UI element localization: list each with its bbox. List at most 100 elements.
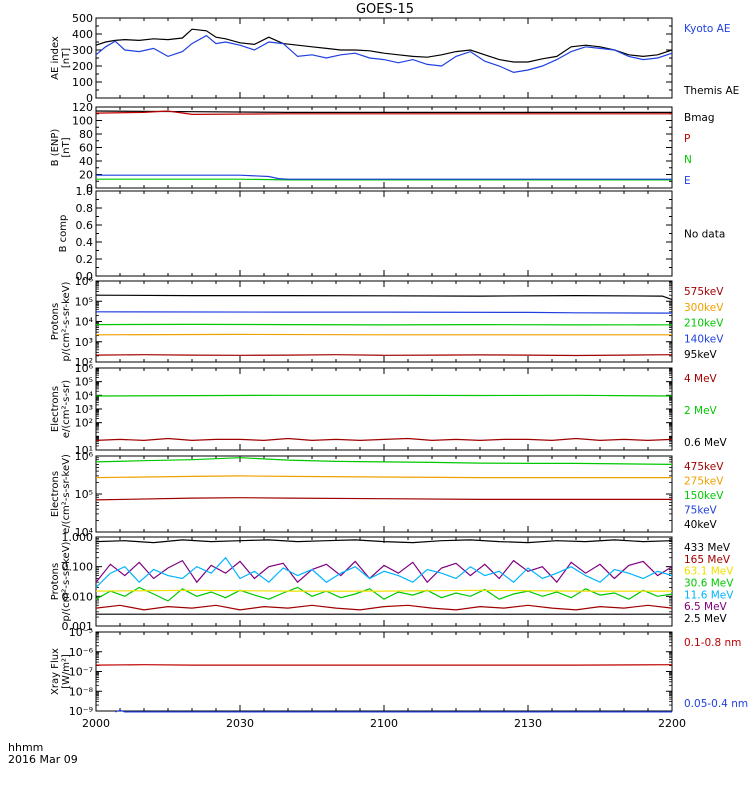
y-axis-label: e/(cm²-s-sr-keV) — [61, 454, 72, 534]
legend-item: 95keV — [684, 349, 718, 361]
y-tick-label: 0.8 — [76, 202, 94, 215]
y-tick-label: 10² — [75, 417, 93, 430]
y-tick-label: 10⁶ — [75, 362, 94, 375]
legend-item: 2 MeV — [684, 405, 718, 417]
y-tick-label: 0.100 — [62, 561, 94, 574]
panel-frame — [95, 455, 673, 533]
panel-xray: 10⁻⁹ 10⁻⁸ 10⁻⁷ 10⁻⁶ 10⁻⁵ Xray Flux [W/m²] 0.1-0… — [50, 626, 748, 718]
y-axis-label: Protons — [50, 303, 61, 340]
x-tick-label: 2000 — [82, 717, 110, 730]
series-63-1-mev — [95, 589, 672, 592]
y-tick-label: 10⁴ — [75, 389, 94, 402]
legend-item: 475keV — [684, 461, 724, 473]
panel-frame — [95, 367, 673, 451]
y-tick-label: 120 — [72, 101, 93, 114]
y-tick-label: 400 — [72, 28, 93, 41]
y-tick-label: 60 — [79, 142, 93, 155]
series-p — [95, 110, 672, 116]
panel-bcomp: 0.0 0.2 0.4 0.6 0.8 1.0 B comp No data — [58, 185, 725, 283]
y-axis-label: AE index — [50, 36, 61, 80]
y-tick-label: 1.0 — [76, 185, 94, 198]
y-tick-label: 100 — [72, 115, 93, 128]
legend-item: 140keV — [684, 333, 724, 345]
series-95kev — [95, 294, 673, 301]
y-tick-label: 200 — [72, 60, 93, 73]
legend-item: 150keV — [684, 490, 724, 502]
panel-protons_low: 10² 10³ 10⁴ 10⁵ 10⁶ Protons p/(cm²-s-sr-keV) 57… — [50, 275, 724, 369]
y-tick-label: 0.2 — [76, 253, 94, 266]
y-tick-label: 10⁻⁵ — [69, 626, 93, 639]
y-axis-label: e/(cm²-s-sr) — [61, 380, 72, 438]
series-210kev — [95, 323, 673, 326]
x-tick-label: 2200 — [658, 717, 686, 730]
legend-item: 30.6 MeV — [684, 578, 734, 590]
y-tick-label: 0.001 — [62, 620, 94, 633]
y-tick-label: 10⁶ — [75, 450, 94, 463]
series-n — [96, 178, 672, 181]
series-bmag — [95, 110, 672, 114]
legend-item: 433 MeV — [684, 542, 731, 554]
legend-item: 11.6 MeV — [684, 589, 734, 601]
y-axis-label: Protons — [50, 563, 61, 600]
legend-item: 210keV — [684, 318, 724, 330]
y-axis-label: p/(cm²-s-sr-keV) — [61, 541, 72, 621]
y-tick-label: 500 — [72, 12, 93, 25]
panel-frame — [95, 106, 673, 189]
legend-item: 575keV — [684, 286, 724, 298]
series-433-mev — [95, 539, 673, 544]
y-tick-label: 10² — [75, 356, 93, 369]
legend-item: 63.1 MeV — [684, 566, 734, 578]
y-tick-label: 10⁵ — [75, 295, 93, 308]
y-tick-label: 0 — [86, 182, 93, 195]
legend-item: E — [684, 175, 691, 187]
legend-item: 4 MeV — [684, 373, 718, 385]
series-275kev — [95, 475, 672, 479]
legend-item: N — [684, 154, 692, 166]
y-tick-label: 10⁴ — [75, 316, 94, 329]
y-tick-label: 80 — [79, 128, 93, 141]
y-axis-label: B (ENP) — [50, 129, 61, 167]
panel-frame — [95, 17, 673, 99]
y-tick-label: 20 — [79, 169, 93, 182]
y-tick-label: 1.000 — [62, 531, 94, 544]
series-themis-ae — [95, 28, 673, 63]
legend-item: P — [684, 133, 690, 145]
y-tick-label: 0.0 — [76, 270, 94, 283]
legend-item: No data — [684, 229, 725, 241]
y-axis-label: p/(cm²-s-sr-keV) — [61, 281, 72, 361]
panel-electrons_low: 10⁴ 10⁵ 10⁶ Electrons e/(cm²-s-sr-keV) 475keV… — [50, 450, 724, 539]
chart-title: GOES-15 — [356, 2, 414, 17]
legend-item: Kyoto AE — [684, 23, 730, 35]
y-tick-label: 0.4 — [76, 236, 94, 249]
panel-protons_high: 0.001 0.010 0.100 1.000 Protons p/(cm²-s-sr-k… — [50, 531, 734, 633]
y-tick-label: 40 — [79, 155, 93, 168]
series-4-mev — [95, 437, 673, 442]
legend-item: 165 MeV — [684, 554, 731, 566]
y-tick-label: 0.6 — [76, 219, 94, 232]
y-tick-label: 10⁵ — [75, 488, 93, 501]
y-axis-label: B comp — [58, 215, 69, 253]
y-axis-label: Electrons — [50, 471, 61, 517]
y-tick-label: 10⁻⁶ — [69, 646, 94, 659]
series-6-5-mev — [95, 559, 673, 584]
y-axis-label: Xray Flux — [50, 648, 61, 695]
legend-item: 2.5 MeV — [684, 613, 728, 625]
legend-item: 40keV — [684, 519, 718, 531]
legend-item: 6.5 MeV — [684, 601, 728, 613]
date-label: 2016 Mar 09 — [8, 753, 78, 766]
y-axis-label: [nT] — [61, 48, 72, 68]
y-tick-label: 10³ — [75, 336, 93, 349]
legend-item: 0.1-0.8 nm — [684, 637, 741, 649]
series-140kev — [95, 311, 673, 314]
series-475kev — [95, 497, 672, 501]
panel-frame — [95, 536, 673, 627]
panel-frame — [95, 190, 673, 277]
y-tick-label: 100 — [72, 76, 93, 89]
x-tick-label: 2030 — [226, 717, 254, 730]
y-tick-label: 0 — [86, 92, 93, 105]
legend-item: Themis AE — [683, 85, 739, 97]
series-11-6-mev — [95, 556, 673, 588]
